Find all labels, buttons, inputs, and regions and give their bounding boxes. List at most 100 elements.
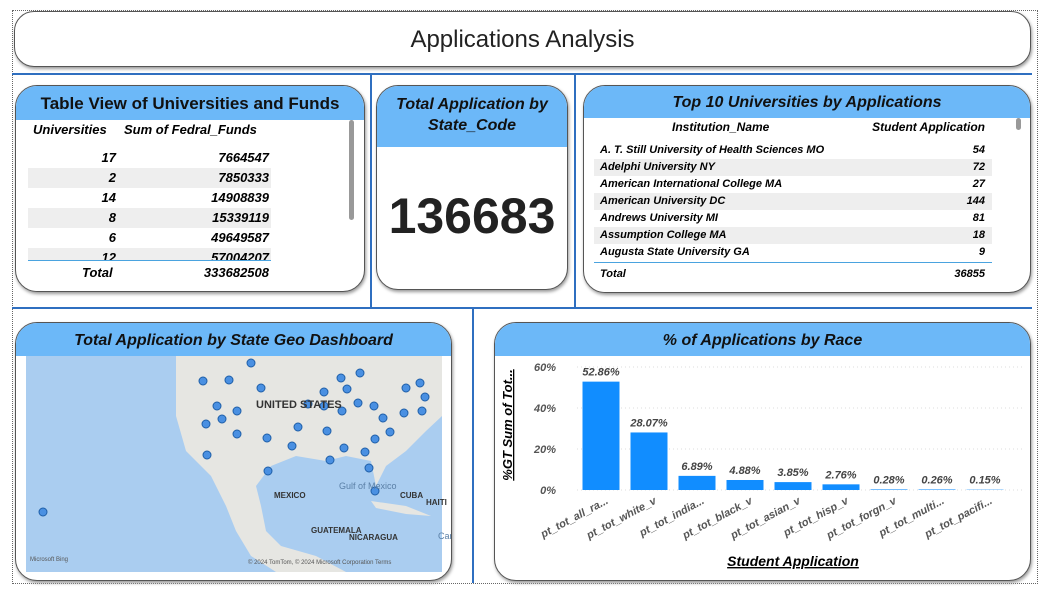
map-label: GUATEMALA (311, 526, 362, 535)
bar (582, 381, 620, 490)
bar (870, 489, 908, 490)
cell: A. T. Still University of Health Science… (600, 144, 825, 156)
header: Applications Analysis (14, 11, 1031, 67)
map-label: Gulf of Mexico (339, 481, 397, 491)
map-point[interactable] (385, 427, 395, 437)
y-tick-label: 40% (533, 403, 556, 415)
map-point[interactable] (263, 466, 273, 476)
data-label: 0.15% (969, 475, 1000, 487)
map-point[interactable] (319, 387, 329, 397)
cell: 14 (101, 190, 116, 205)
map-point[interactable] (353, 398, 363, 408)
map-point[interactable] (232, 406, 242, 416)
separator (472, 307, 474, 583)
card-value: 136683 (388, 188, 556, 244)
card-panel: Total Application by State_Code 136683 (376, 85, 568, 290)
map-point[interactable] (293, 422, 303, 432)
map-point[interactable] (342, 384, 352, 394)
row-bg (28, 168, 271, 188)
map-point[interactable] (336, 373, 346, 383)
bar (822, 484, 860, 490)
map-point[interactable] (212, 401, 222, 411)
map-point[interactable] (370, 486, 380, 496)
map-point[interactable] (399, 408, 409, 418)
map-point[interactable] (287, 441, 297, 451)
cell: 7664547 (218, 150, 269, 165)
cell: 49649587 (211, 230, 269, 245)
map-point[interactable] (246, 358, 256, 368)
cell: 17 (101, 150, 116, 165)
map-point[interactable] (325, 455, 335, 465)
attribution: Microsoft Bing (30, 557, 69, 563)
table-panel: Table View of Universities and Funds Uni… (15, 85, 365, 292)
y-tick-label: 60% (534, 362, 556, 374)
bar (774, 482, 812, 490)
cell: 72 (972, 161, 985, 173)
map-panel: Total Application by State Geo Dashboard… (15, 322, 452, 581)
cell: 9 (978, 246, 985, 258)
map-point[interactable] (202, 450, 212, 460)
row-bg (28, 228, 271, 248)
chart-title: % of Applications by Race (495, 323, 1030, 356)
map-point[interactable] (303, 399, 313, 409)
column-header: Student Application (872, 120, 985, 134)
chart: %GT Sum of Tot... Student Application 0%… (500, 362, 1024, 569)
y-tick-label: 20% (533, 444, 556, 456)
data-label: 0.26% (921, 474, 952, 486)
map-label: NICARAGUA (349, 533, 398, 542)
column-header: Institution_Name (672, 120, 770, 134)
map-point[interactable] (420, 392, 430, 402)
separator (370, 73, 372, 309)
row-bg (594, 176, 992, 193)
map-label: UNITED STATES (256, 399, 342, 411)
frame (12, 10, 1038, 584)
data-label: 2.76% (824, 469, 856, 481)
row-bg (28, 188, 271, 208)
map-point[interactable] (360, 447, 370, 457)
data-label: 4.88% (728, 465, 760, 477)
cell: 18 (972, 229, 985, 241)
row-bg (594, 193, 992, 210)
cell: 54 (972, 144, 985, 156)
map-point[interactable] (38, 507, 48, 517)
map-point[interactable] (369, 401, 379, 411)
data-label: 3.85% (777, 467, 808, 479)
total-label: Total (82, 265, 113, 280)
map-point[interactable] (224, 375, 234, 385)
map-point[interactable] (256, 383, 266, 393)
panel-title: Top 10 Universities by Applications (584, 86, 1030, 118)
map-point[interactable] (322, 426, 332, 436)
map-point[interactable] (355, 368, 365, 378)
map-point[interactable] (337, 406, 347, 416)
map[interactable] (26, 356, 442, 572)
map-point[interactable] (415, 378, 425, 388)
cell: Andrews University MI (600, 212, 718, 224)
map-point[interactable] (339, 443, 349, 453)
scrollbar[interactable] (349, 120, 354, 220)
data-label: 6.89% (681, 461, 712, 473)
map-point[interactable] (401, 383, 411, 393)
map-point[interactable] (198, 376, 208, 386)
bar (918, 489, 956, 490)
map-point[interactable] (378, 413, 388, 423)
bar (630, 432, 668, 490)
map-point[interactable] (262, 433, 272, 443)
map-point[interactable] (417, 406, 427, 416)
y-axis-label: %GT Sum of Tot... (500, 369, 515, 480)
map-point[interactable] (217, 414, 227, 424)
map-point[interactable] (370, 434, 380, 444)
land (371, 501, 431, 516)
map-label: HAITI (426, 498, 447, 507)
page-title: Applications Analysis (410, 26, 635, 53)
map-label: Caribbean (438, 531, 451, 541)
cell: Assumption College MA (600, 229, 727, 241)
cell: 144 (966, 195, 985, 207)
map-point[interactable] (232, 429, 242, 439)
map-point[interactable] (319, 401, 329, 411)
total-row-bg (594, 262, 992, 292)
cell: 8 (108, 210, 116, 225)
map-label: CUBA (400, 491, 424, 500)
map-point[interactable] (201, 419, 211, 429)
map-point[interactable] (364, 463, 374, 473)
scrollbar[interactable] (1016, 118, 1021, 130)
